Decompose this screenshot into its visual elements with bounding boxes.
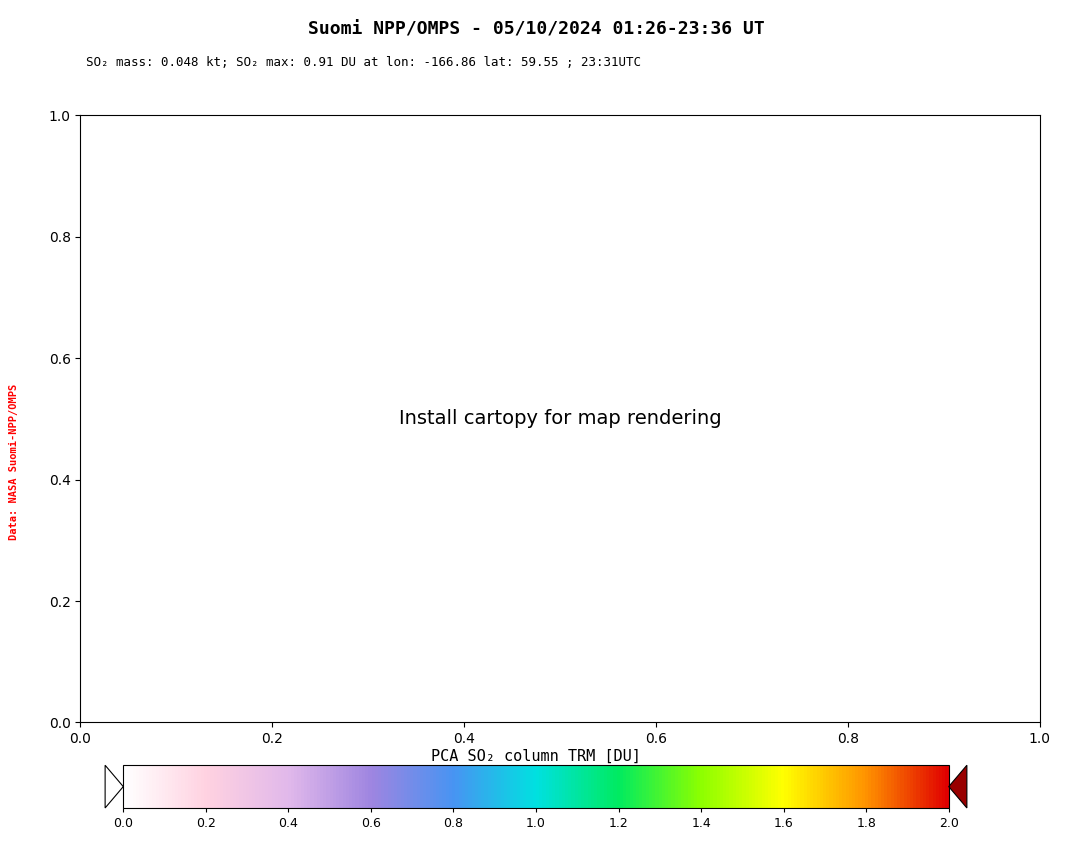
Text: Data: NASA Suomi-NPP/OMPS: Data: NASA Suomi-NPP/OMPS <box>9 384 19 540</box>
Polygon shape <box>105 765 123 808</box>
Text: Install cartopy for map rendering: Install cartopy for map rendering <box>399 410 721 428</box>
Text: SO₂ mass: 0.048 kt; SO₂ max: 0.91 DU at lon: -166.86 lat: 59.55 ; 23:31UTC: SO₂ mass: 0.048 kt; SO₂ max: 0.91 DU at … <box>86 56 641 69</box>
Title: PCA SO₂ column TRM [DU]: PCA SO₂ column TRM [DU] <box>431 749 641 764</box>
Text: Suomi NPP/OMPS - 05/10/2024 01:26-23:36 UT: Suomi NPP/OMPS - 05/10/2024 01:26-23:36 … <box>308 21 764 39</box>
Polygon shape <box>949 765 967 808</box>
